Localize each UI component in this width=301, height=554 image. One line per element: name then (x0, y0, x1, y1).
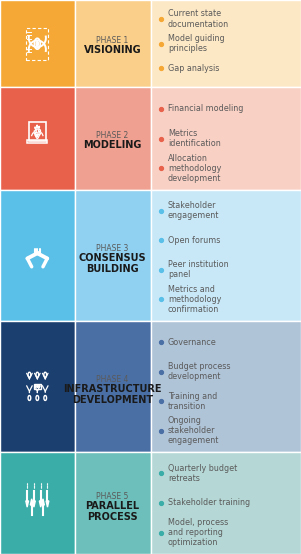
Bar (75, 0, 150, 88)
Bar (150, 321, 301, 452)
Text: Governance: Governance (168, 337, 217, 347)
Circle shape (39, 385, 40, 387)
Text: Current state
documentation: Current state documentation (168, 9, 229, 29)
Bar (29, 122, 46, 141)
Bar (0, 452, 75, 554)
Polygon shape (30, 499, 33, 505)
Polygon shape (39, 501, 42, 507)
Text: Open forums: Open forums (168, 236, 220, 245)
Bar (75, 189, 150, 321)
Bar (150, 452, 301, 554)
Text: PHASE 2: PHASE 2 (96, 131, 129, 140)
Text: Budget process
development: Budget process development (168, 362, 231, 381)
Text: Financial modeling: Financial modeling (168, 104, 243, 114)
Polygon shape (42, 499, 44, 505)
Bar (27, 140, 47, 143)
Bar (150, 0, 301, 88)
Circle shape (37, 385, 38, 387)
Text: Peer institution
panel: Peer institution panel (168, 260, 228, 279)
Text: PHASE 3: PHASE 3 (96, 244, 129, 253)
Bar (0, 189, 75, 321)
Text: PHASE 1: PHASE 1 (96, 36, 129, 45)
Text: Stakeholder training: Stakeholder training (168, 499, 250, 507)
Bar (34, 384, 41, 389)
Text: Model guiding
principles: Model guiding principles (168, 34, 225, 53)
Text: Metrics and
methodology
confirmation: Metrics and methodology confirmation (168, 285, 221, 314)
Circle shape (35, 385, 36, 387)
Bar (0, 321, 75, 452)
Text: Metrics
identification: Metrics identification (168, 129, 221, 148)
Text: Quarterly budget
retreats: Quarterly budget retreats (168, 464, 237, 483)
Text: Ongoing
stakeholder
engagement: Ongoing stakeholder engagement (168, 416, 219, 445)
Text: Gap analysis: Gap analysis (168, 64, 219, 73)
Text: CONSENSUS
BUILDING: CONSENSUS BUILDING (79, 253, 146, 274)
Circle shape (36, 42, 39, 46)
Text: PARALLEL
PROCESS: PARALLEL PROCESS (85, 501, 140, 522)
Bar (26, 28, 48, 59)
Text: Model, process
and reporting
optimization: Model, process and reporting optimizatio… (168, 518, 228, 547)
Bar (150, 189, 301, 321)
Bar (0, 88, 75, 189)
Bar (0, 0, 75, 88)
Polygon shape (46, 501, 49, 507)
Bar (75, 321, 150, 452)
Text: Training and
transition: Training and transition (168, 392, 217, 411)
Polygon shape (26, 501, 29, 507)
Bar (75, 452, 150, 554)
Bar (150, 88, 301, 189)
Text: PHASE 4: PHASE 4 (96, 375, 129, 384)
Text: INFRASTRUCTURE
DEVELOPMENT: INFRASTRUCTURE DEVELOPMENT (63, 384, 162, 406)
Text: Stakeholder
engagement: Stakeholder engagement (168, 202, 219, 220)
Text: VISIONING: VISIONING (84, 45, 141, 55)
Polygon shape (33, 501, 35, 507)
Text: Allocation
methodology
development: Allocation methodology development (168, 153, 221, 183)
Text: PHASE 5: PHASE 5 (96, 492, 129, 501)
Text: MODELING: MODELING (83, 140, 142, 150)
Bar (75, 88, 150, 189)
